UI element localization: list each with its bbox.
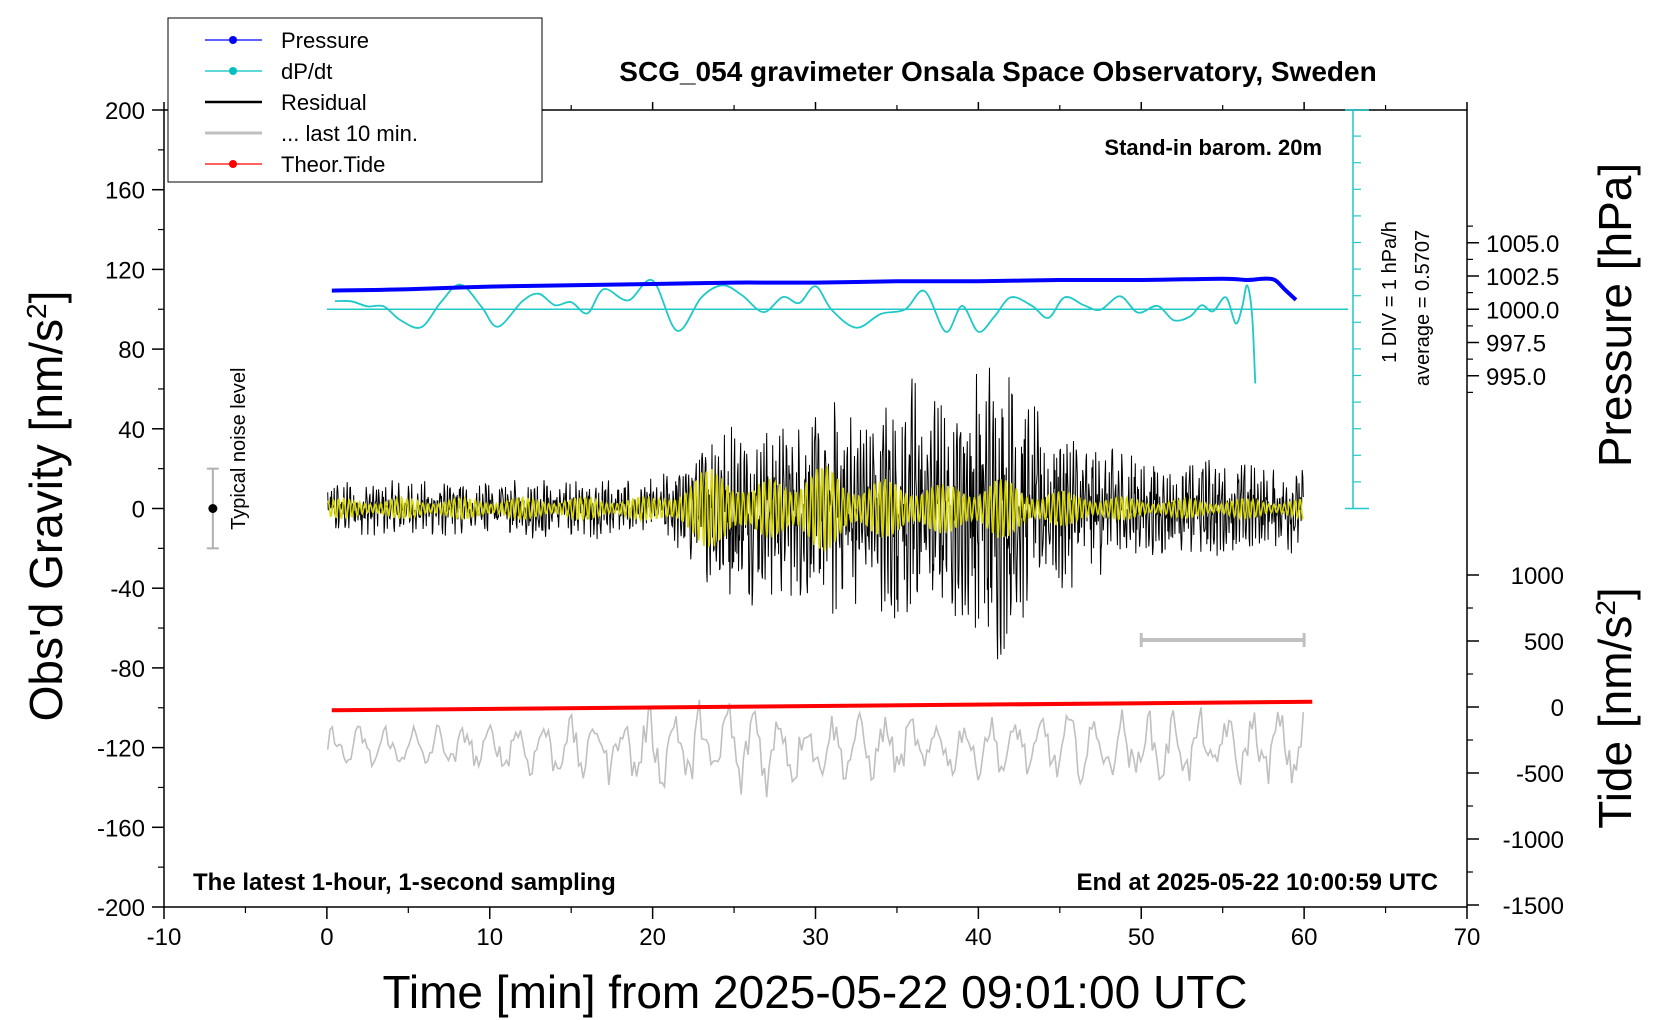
pressure-line [331, 276, 1298, 302]
pressure-tick-label: 1000.0 [1486, 297, 1559, 324]
filtered-residual-line [327, 466, 1305, 552]
x-tick-label: 20 [639, 924, 666, 951]
pressure-tick-label: 995.0 [1486, 364, 1546, 391]
x-tick-label: 30 [802, 924, 829, 951]
legend-box [167, 17, 543, 183]
y-tick-label: 40 [118, 417, 145, 444]
tide-tick-label: 500 [1524, 629, 1564, 656]
stand-in-barometer-note: Stand-in barom. 20m [1104, 135, 1322, 160]
theor-tide-line [331, 699, 1313, 713]
legend-label: Theor.Tide [281, 152, 385, 177]
legend-label: Pressure [281, 28, 369, 53]
x-tick-label: 50 [1128, 924, 1155, 951]
legend: Pressure dP/dt Residual ... last 10 min. The… [167, 17, 543, 183]
x-tick-label: -10 [147, 924, 182, 951]
x-axis-title: Time [min] from 2025-05-22 09:01:00 UTC [383, 966, 1248, 1018]
legend-label: Residual [281, 90, 367, 115]
tide-tick-label: -1000 [1503, 827, 1564, 854]
tide-axis-title-superscript: 2 [1590, 600, 1621, 616]
y-axis-title-left: Obs'd Gravity [nm/s2] [20, 291, 72, 722]
tide-axis-title: Tide [nm/s2] [1589, 587, 1641, 828]
x-tick-label: 60 [1291, 924, 1318, 951]
x-tick-label: 70 [1454, 924, 1481, 951]
x-tick-label: 10 [476, 924, 503, 951]
last-10-min-line [326, 699, 1305, 798]
dpdt-division-note: 1 DIV = 1 hPa/h [1379, 221, 1401, 363]
x-tick-label: 40 [965, 924, 992, 951]
y-tick-label: 0 [132, 497, 145, 524]
pressure-tick-label: 997.5 [1486, 331, 1546, 358]
legend-marker [229, 36, 237, 44]
y-tick-label: -200 [97, 895, 145, 922]
tide-tick-label: 0 [1551, 695, 1564, 722]
legend-marker [229, 160, 237, 168]
chart-title: SCG_054 gravimeter Onsala Space Observat… [619, 56, 1376, 87]
residual-line [327, 367, 1304, 660]
sampling-note: The latest 1-hour, 1-second sampling [193, 869, 616, 896]
y-tick-label: 120 [105, 257, 145, 284]
pressure-tick-label: 1005.0 [1486, 231, 1559, 258]
pressure-axis-title: Pressure [hPa] [1589, 163, 1641, 467]
y-tick-label: -80 [110, 656, 145, 683]
y-tick-label: 80 [118, 337, 145, 364]
x-tick-label: 0 [320, 924, 333, 951]
pressure-tick-label: 1002.5 [1486, 264, 1559, 291]
y-axis-title-left-superscript: 2 [21, 303, 52, 319]
dpdt-average-note: average = 0.5707 [1412, 230, 1434, 386]
legend-label: dP/dt [281, 59, 332, 84]
tide-tick-label: 1000 [1511, 563, 1564, 590]
tide-tick-label: -1500 [1503, 893, 1564, 920]
noise-level-dot [208, 504, 218, 513]
tide-tick-label: -500 [1516, 761, 1564, 788]
dpdt-line [334, 278, 1257, 384]
y-tick-label: 200 [105, 98, 145, 125]
legend-marker [229, 67, 237, 75]
y-tick-label: -120 [97, 736, 145, 763]
legend-label: ... last 10 min. [281, 121, 418, 146]
y-tick-label: -160 [97, 815, 145, 842]
end-time-note: End at 2025-05-22 10:00:59 UTC [1077, 869, 1439, 896]
y-tick-label: 160 [105, 178, 145, 205]
noise-level-label: Typical noise level [228, 368, 250, 530]
y-tick-label: -40 [110, 576, 145, 603]
